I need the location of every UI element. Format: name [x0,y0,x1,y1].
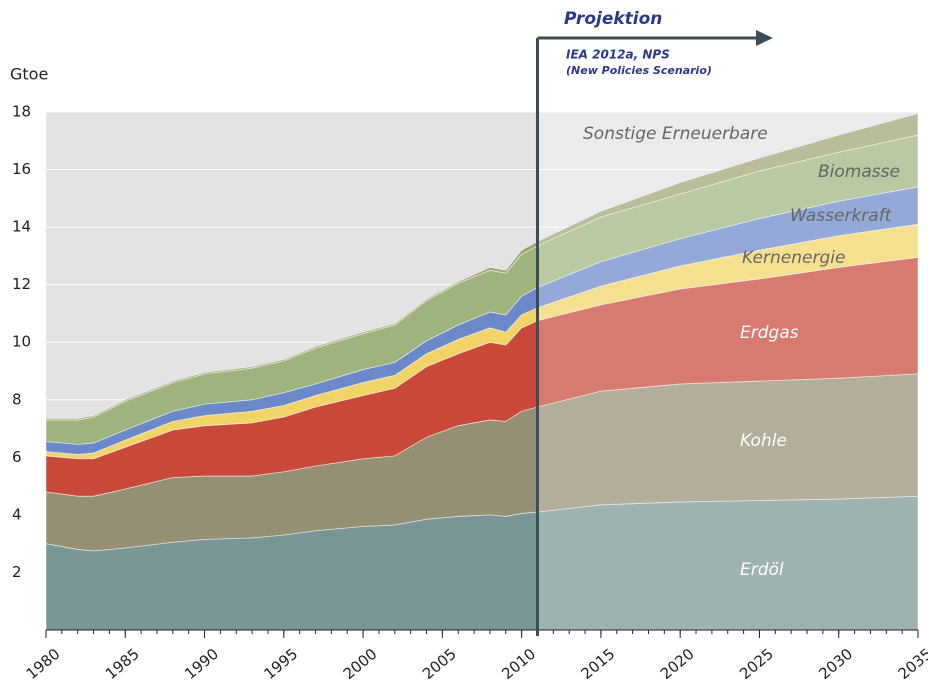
x-tick-label: 2020 [657,645,698,683]
y-tick-label: 8 [12,390,22,408]
x-tick-label: 1990 [181,645,222,683]
y-tick-label: 2 [12,563,22,581]
series-label: Erdöl [740,560,784,580]
series-label: Sonstige Erneuerbare [583,124,768,144]
annotation-source: IEA 2012a, NPS [566,48,670,62]
x-tick-label: 2025 [736,645,777,683]
y-tick-label: 14 [12,218,31,236]
series-label: Erdgas [740,323,799,343]
x-tick-label: 2010 [498,645,539,683]
area [45,112,919,421]
y-tick-label: 4 [12,505,22,523]
y-tick-label: 6 [12,448,22,466]
series-label: Kohle [740,431,787,451]
arrow-head [756,30,773,46]
x-tick-label: 2000 [340,645,381,683]
annotation-title: Projektion [564,9,662,29]
y-tick-label: 10 [12,333,31,351]
y-tick-label: 18 [12,103,31,121]
series-label: Wasserkraft [790,206,893,226]
x-tick-label: 2030 [815,645,856,683]
x-tick-label: 1995 [260,645,301,683]
y-axis-label: Gtoe [10,65,48,84]
x-tick-label: 1985 [102,645,143,683]
x-tick-label: 1980 [23,645,64,683]
y-tick-label: 16 [12,160,31,178]
annotation-scenario: (New Policies Scenario) [566,64,712,77]
x-tick-label: 2005 [419,645,460,683]
x-tick-label: 2015 [578,645,619,683]
y-tick-label: 12 [12,275,31,293]
series-label: Kernenergie [742,248,845,268]
series-label: Biomasse [818,162,900,182]
projection-shade [537,112,918,630]
x-tick-label: 2035 [895,645,928,683]
